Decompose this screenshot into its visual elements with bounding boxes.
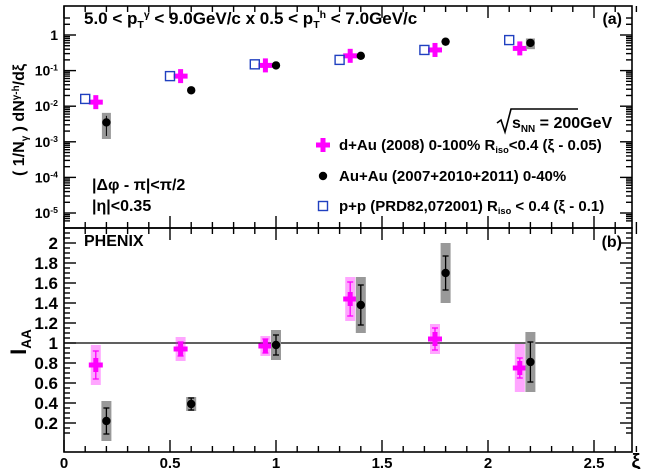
a-point-s2 xyxy=(504,34,515,46)
a-point-s1 xyxy=(356,51,365,61)
panel-a-title: 5.0 < pTγ < 9.0GeV/c x 0.5 < pTh < 7.0Ge… xyxy=(84,9,417,31)
phenix-label: PHENIX xyxy=(84,233,144,250)
a-point-s0 xyxy=(428,42,442,57)
panel-b-label: (b) xyxy=(602,234,622,251)
a-point-s2 xyxy=(79,93,91,105)
legend-label-1: Au+Au (2007+2010+2011) 0-40% xyxy=(339,168,566,185)
a-point-s2 xyxy=(419,44,430,56)
b-point-s1 xyxy=(441,268,450,278)
a-y-tick-label: 10-1 xyxy=(35,63,58,79)
b-point-s1 xyxy=(271,340,281,350)
legend-marker-0-v xyxy=(320,138,326,152)
b-point-s0-v xyxy=(432,332,438,346)
energy-label: sNN = 200GeV xyxy=(512,115,612,135)
a-point-s0-v xyxy=(347,48,353,63)
a-point-s2 xyxy=(164,70,176,82)
legend-marker-2 xyxy=(317,200,329,212)
a-point-s0-v xyxy=(262,58,268,73)
a-point-s1 xyxy=(102,118,111,127)
b-point-s0 xyxy=(258,339,273,353)
b-y-tick-label: 1.4 xyxy=(34,294,58,313)
b-point-s0-v xyxy=(178,342,184,356)
x-tick-label: 2 xyxy=(484,455,492,469)
b-point-s1 xyxy=(102,416,111,426)
b-point-s0 xyxy=(343,292,358,306)
a-point-s0 xyxy=(343,48,358,63)
legend-label-2: p+p (PRD82,072001) Riso < 0.4 (ξ - 0.1) xyxy=(339,198,604,216)
a-point-s0 xyxy=(173,69,188,84)
a-point-s0 xyxy=(258,58,273,73)
a-point-s0-v xyxy=(178,69,184,84)
b-y-tick-label: 0.8 xyxy=(34,354,58,373)
b-y-tick-label: 1.6 xyxy=(34,274,58,293)
legend-marker-0 xyxy=(316,138,330,152)
b-point-s0-v xyxy=(93,358,99,372)
x-tick-label: 1 xyxy=(272,455,280,469)
b-y-tick-label: 1.2 xyxy=(34,314,58,333)
b-point-s0-v xyxy=(517,361,523,375)
a-y-tick-label: 1 xyxy=(50,27,58,43)
dphi-cut-label: |Δφ - π|<π/2 xyxy=(92,177,185,194)
legend-label-0: d+Au (2008) 0-100% Riso<0.4 (ξ - 0.05) xyxy=(339,137,602,155)
a-point-s0-v xyxy=(93,95,99,110)
b-y-tick-label: 0.6 xyxy=(34,374,58,393)
x-tick-label: 0.5 xyxy=(160,455,181,469)
a-y-tick-label: 10-4 xyxy=(35,169,58,185)
x-tick-label: 1.5 xyxy=(372,455,393,469)
panel-b-frame xyxy=(63,227,633,453)
a-point-s1 xyxy=(441,37,450,46)
b-point-s1 xyxy=(356,300,365,310)
x-axis-label: ξ xyxy=(632,451,641,469)
a-point-s2 xyxy=(334,54,345,66)
a-point-s0 xyxy=(512,41,527,56)
a-y-tick-label: 10-2 xyxy=(35,98,58,114)
b-point-s0 xyxy=(88,358,103,372)
panel-a-label: (a) xyxy=(602,11,622,28)
a-point-s1 xyxy=(526,38,535,48)
b-point-s1 xyxy=(187,399,196,409)
b-point-s0 xyxy=(173,342,188,356)
eta-cut-label: |η|<0.35 xyxy=(92,198,151,215)
b-y-axis-label: IAA xyxy=(6,329,34,355)
a-y-axis-label: ( 1/Nγ ) dNγ-h/dξ xyxy=(11,63,31,176)
sqrt-sign xyxy=(496,108,578,135)
x-tick-label: 2.5 xyxy=(584,455,605,469)
a-point-s1 xyxy=(271,61,281,70)
a-y-tick-label: 10-3 xyxy=(35,134,58,150)
a-point-s0-v xyxy=(432,42,438,57)
b-point-s0-v xyxy=(262,339,268,353)
b-y-tick-label: 2 xyxy=(49,234,58,253)
a-point-s0 xyxy=(88,95,103,110)
a-y-tick-label: 10-5 xyxy=(35,205,58,221)
a-point-s1 xyxy=(187,86,196,95)
b-point-s0 xyxy=(512,361,527,375)
b-y-tick-label: 0.4 xyxy=(34,394,58,413)
b-y-tick-label: 1.8 xyxy=(34,254,58,273)
b-point-s0-v xyxy=(347,292,353,306)
b-point-s0 xyxy=(428,332,442,346)
a-point-s2 xyxy=(249,59,261,70)
legend-marker-1 xyxy=(318,171,328,181)
b-y-tick-label: 1 xyxy=(49,334,58,353)
b-y-tick-label: 0.2 xyxy=(34,414,58,433)
b-point-s1 xyxy=(526,357,535,367)
x-tick-label: 0 xyxy=(60,455,68,469)
a-point-s0-v xyxy=(517,41,523,56)
